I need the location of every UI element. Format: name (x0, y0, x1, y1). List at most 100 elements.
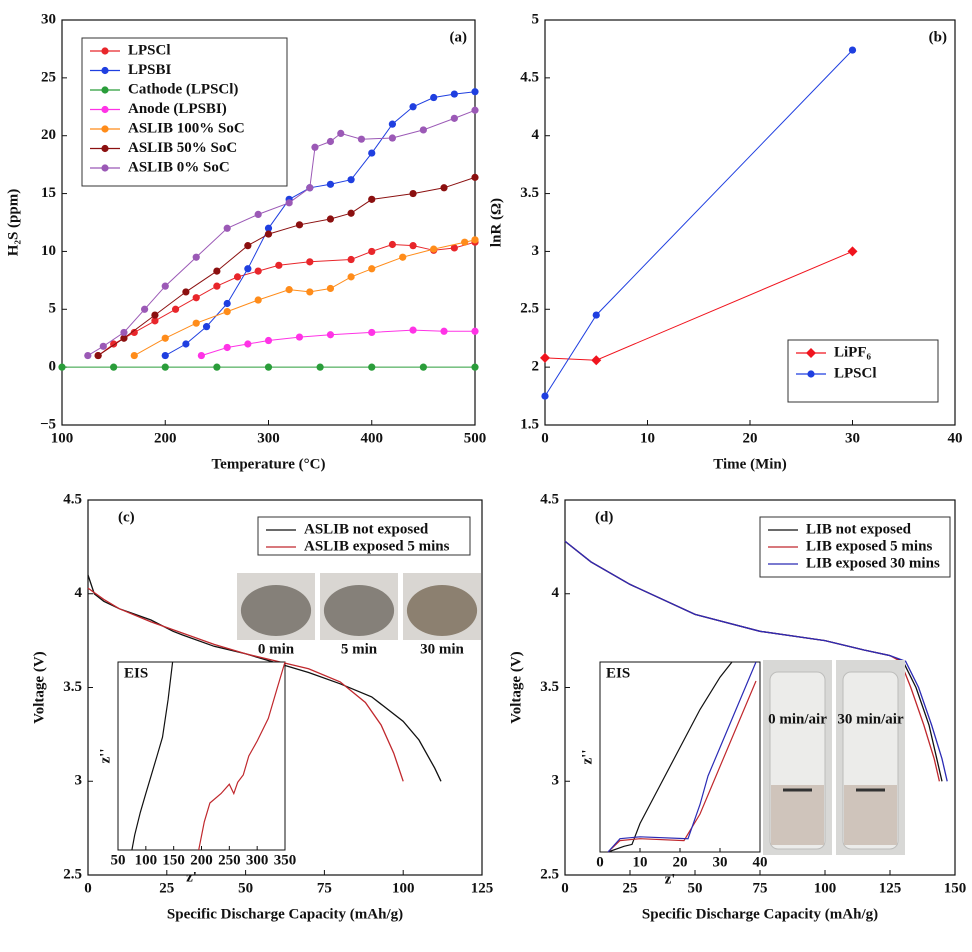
y-tick-label: 5 (532, 11, 540, 27)
y-tick-label: 3 (552, 773, 560, 789)
photo-label: 5 min (341, 641, 378, 657)
y-axis-label: H₂S (ppm) (5, 189, 21, 256)
marker (848, 46, 857, 54)
marker (461, 238, 469, 246)
marker (306, 288, 314, 296)
marker (430, 245, 438, 253)
y-axis-label: Voltage (V) (31, 651, 47, 723)
y-tick-label: 3 (532, 243, 540, 259)
marker (388, 120, 396, 128)
marker (151, 311, 159, 319)
marker (120, 334, 128, 342)
marker (409, 326, 417, 334)
marker (223, 224, 231, 232)
photo-liquid (844, 785, 897, 845)
x-tick-label: 30 (845, 430, 860, 446)
marker (450, 90, 458, 98)
inset-x-tick-label: 350 (274, 852, 297, 868)
marker (368, 247, 376, 256)
marker (264, 336, 273, 345)
y-tick-label: 25 (41, 69, 56, 85)
legend-label: LPSCl (834, 365, 877, 381)
photo-powder (406, 585, 478, 636)
legend-box (81, 37, 288, 187)
marker (471, 173, 479, 181)
marker (275, 261, 283, 269)
photo-label: 30 min (420, 641, 464, 657)
inset-x-tick-label: 300 (246, 852, 269, 868)
marker (182, 288, 190, 296)
marker (368, 265, 376, 273)
y-tick-label: 2.5 (63, 866, 82, 882)
marker (84, 351, 92, 360)
legend-box (759, 516, 951, 578)
marker (171, 305, 180, 313)
x-tick-label: 100 (814, 880, 837, 896)
marker (223, 299, 231, 308)
inset-x-tick-label: 10 (633, 854, 648, 870)
y-tick-label: 4 (75, 585, 83, 601)
x-axis-label: Specific Discharge Capacity (mAh/g) (167, 906, 403, 922)
inset-x-tick-label: 100 (135, 852, 158, 868)
x-axis-label: Temperature (°C) (212, 456, 326, 472)
legend-label: ASLIB 0% SoC (128, 159, 230, 175)
x-tick-label: 75 (317, 880, 332, 896)
series-line (134, 239, 476, 357)
marker (244, 340, 252, 348)
x-tick-label: 125 (471, 880, 494, 896)
legend-marker (101, 125, 109, 133)
legend-label: LPSCl (128, 42, 171, 58)
x-tick-label: 0 (561, 880, 569, 896)
marker (540, 352, 550, 363)
inset-y-label: z'' (579, 750, 595, 765)
marker (541, 392, 549, 400)
series-line (201, 329, 475, 357)
photo-label: 0 min/air (768, 711, 827, 727)
photo-powder (323, 585, 395, 636)
inset-x-tick-label: 40 (753, 854, 768, 870)
marker (254, 296, 262, 304)
legend-label: ASLIB 100% SoC (128, 120, 245, 136)
x-axis-label: Specific Discharge Capacity (mAh/g) (642, 906, 878, 922)
legend-marker (101, 86, 109, 94)
panel-label: (d) (595, 509, 613, 525)
marker (847, 246, 858, 257)
inset-line (131, 661, 174, 851)
marker (388, 240, 396, 249)
inset-frame (599, 661, 761, 853)
inset-plot (607, 661, 757, 853)
legend-marker (101, 164, 109, 172)
x-tick-label: 100 (392, 880, 415, 896)
marker (316, 363, 324, 371)
marker (430, 93, 438, 102)
marker (409, 242, 417, 250)
marker (326, 284, 335, 293)
marker (419, 363, 427, 371)
y-tick-label: 4.5 (540, 491, 559, 507)
legend-label: Anode (LPSBI) (128, 101, 227, 117)
x-tick-label: 500 (464, 430, 487, 446)
inset-plot (131, 661, 286, 851)
marker (337, 129, 345, 137)
marker (264, 363, 273, 371)
x-tick-label: 20 (743, 430, 758, 446)
marker (110, 363, 118, 371)
marker (244, 265, 252, 273)
marker (213, 282, 221, 290)
inset-x-tick-label: 250 (218, 852, 241, 868)
legend-marker (101, 144, 109, 153)
inset-frame (117, 661, 286, 851)
y-tick-label: 2 (532, 359, 540, 375)
marker (368, 149, 376, 157)
marker (202, 323, 211, 331)
y-tick-label: 3 (75, 773, 83, 789)
marker (223, 343, 231, 352)
marker (347, 255, 355, 264)
legend-marker (101, 47, 109, 55)
marker (295, 333, 304, 341)
x-tick-label: 150 (944, 880, 967, 896)
x-tick-label: 75 (753, 880, 768, 896)
series-line (564, 540, 948, 782)
marker (192, 253, 200, 261)
